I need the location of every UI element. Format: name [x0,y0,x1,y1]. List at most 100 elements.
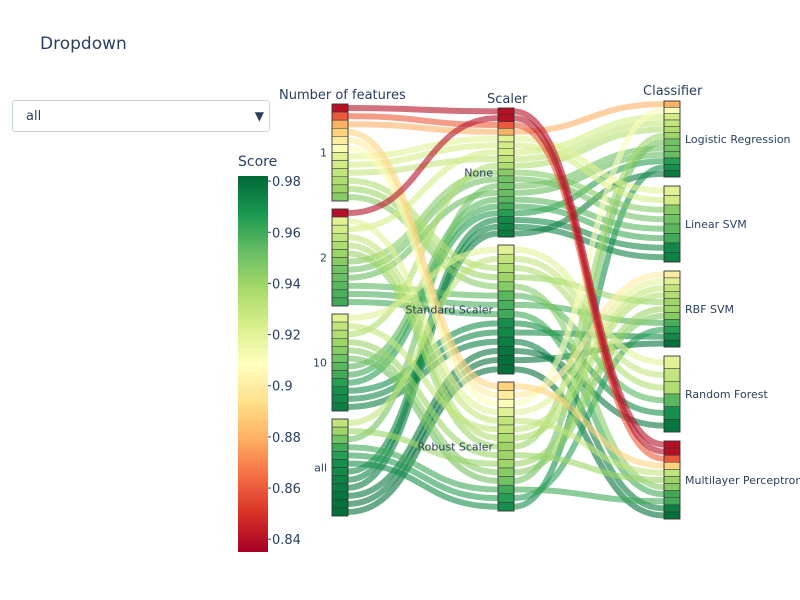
ribbon[interactable] [513,265,665,391]
category-block-segment[interactable] [331,346,349,355]
category-block-segment[interactable] [497,309,515,319]
ribbon[interactable] [513,366,665,519]
category-block-segment[interactable] [497,229,515,238]
category-block-segment[interactable] [663,504,681,513]
ribbon[interactable] [347,115,499,217]
category-block-segment[interactable] [331,168,349,178]
category-block-segment[interactable] [663,393,681,407]
category-block-segment[interactable] [331,273,349,282]
ribbon[interactable] [347,290,499,308]
category-block-segment[interactable] [497,134,515,143]
category-block-segment[interactable] [331,321,349,331]
ribbon[interactable] [513,312,665,476]
category-block-segment[interactable] [663,170,681,178]
category-block-segment[interactable] [497,175,515,183]
category-block-segment[interactable] [497,484,515,495]
category-block-segment[interactable] [331,281,349,291]
ribbon[interactable] [513,158,665,217]
category-block-segment[interactable] [663,233,681,244]
ribbon[interactable] [347,129,499,390]
category-block-segment[interactable] [331,402,349,412]
category-block-segment[interactable] [663,339,681,348]
category-block-segment[interactable] [663,242,681,253]
category-block-segment[interactable] [663,126,681,133]
category-block-segment[interactable] [331,451,349,460]
category-block-segment[interactable] [663,195,681,206]
category-block-segment[interactable] [497,162,515,170]
category-block-segment[interactable] [663,447,681,456]
category-block-segment[interactable] [331,394,349,404]
category-block-segment[interactable] [497,216,515,224]
ribbon[interactable] [347,234,499,424]
category-block-segment[interactable] [331,483,349,492]
ribbon[interactable] [347,255,499,427]
ribbon[interactable] [347,218,499,416]
ribbon[interactable] [347,142,499,168]
category-block-segment[interactable] [663,305,681,313]
dimension-label[interactable]: Number of features [279,88,406,103]
category-block-segment[interactable] [497,182,515,190]
ribbon[interactable] [347,193,499,290]
category-block-segment[interactable] [331,313,349,323]
category-block-segment[interactable] [497,148,515,156]
category-block-segment[interactable] [497,364,515,375]
category-block-segment[interactable] [663,107,681,114]
category-block-segment[interactable] [663,298,681,306]
category-block-segment[interactable] [663,326,681,334]
category-block-segment[interactable] [497,476,515,486]
category-block-segment[interactable] [663,469,681,477]
category-block-segment[interactable] [331,216,349,226]
category-block-segment[interactable] [663,368,681,382]
category-block-segment[interactable] [663,319,681,327]
category-block-segment[interactable] [663,454,681,463]
category-block-segment[interactable] [663,497,681,506]
category-block-segment[interactable] [331,152,349,161]
category-block-segment[interactable] [663,113,681,121]
ribbon[interactable] [347,323,499,433]
category-block-segment[interactable] [331,233,349,242]
category-block-segment[interactable] [331,443,349,452]
category-block-segment[interactable] [497,272,515,283]
category-block-segment[interactable] [331,128,349,137]
category-block-segment[interactable] [497,416,515,426]
category-block-segment[interactable] [331,119,349,129]
category-block-segment[interactable] [663,511,681,520]
category-block-segment[interactable] [663,151,681,159]
category-block-segment[interactable] [497,407,515,417]
category-block-segment[interactable] [497,355,515,366]
category-block-segment[interactable] [331,354,349,363]
category-block-segment[interactable] [497,107,515,116]
category-block[interactable] [331,418,349,517]
category-block-segment[interactable] [497,459,515,469]
ribbon[interactable] [513,285,665,433]
ribbon[interactable] [347,347,499,476]
ribbon[interactable] [513,292,665,441]
ribbon[interactable] [347,357,499,507]
category-block-segment[interactable] [663,138,681,146]
ribbon[interactable] [513,217,665,251]
category-block-segment[interactable] [331,224,349,234]
category-block-segment[interactable] [497,189,515,197]
category-block-segment[interactable] [497,346,515,356]
category-block-segment[interactable] [663,270,681,279]
category-block-segment[interactable] [663,406,681,420]
ribbon[interactable] [347,250,499,450]
ribbon[interactable] [347,282,499,299]
category-block-segment[interactable] [331,249,349,258]
category-block-segment[interactable] [497,196,515,204]
ribbon[interactable] [513,246,665,366]
dimension-label[interactable]: Scaler [487,92,528,107]
ribbon[interactable] [513,311,665,498]
category-block[interactable] [497,381,515,512]
category-block-segment[interactable] [663,284,681,292]
category-block-segment[interactable] [331,257,349,266]
ribbon[interactable] [347,185,499,281]
category-block[interactable] [331,313,349,412]
category-block-segment[interactable] [331,491,349,501]
category-block-segment[interactable] [331,144,349,153]
ribbon[interactable] [347,452,499,502]
category-block[interactable] [663,185,681,263]
category-block[interactable] [331,103,349,202]
ribbon[interactable] [347,339,499,459]
ribbon[interactable] [513,383,665,469]
